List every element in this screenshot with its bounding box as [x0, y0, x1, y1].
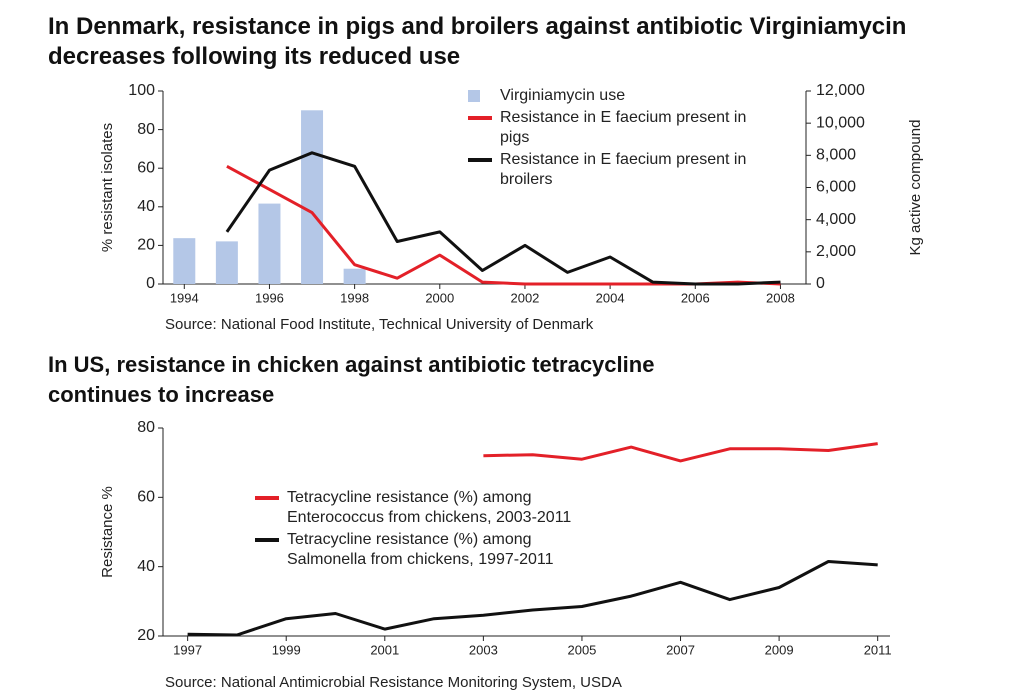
y-axis-label: % resistant isolates	[99, 123, 116, 252]
y2-tick-label: 2,000	[816, 243, 856, 260]
legend-label: Tetracycline resistance (%) among Salmon…	[287, 531, 554, 568]
y-tick-label: 60	[137, 159, 155, 176]
legend-item: Tetracycline resistance (%) among Entero…	[255, 488, 595, 528]
x-tick-label: 2000	[425, 290, 454, 305]
legend-swatch	[255, 538, 279, 542]
x-tick-label: 2011	[864, 642, 892, 657]
legend-swatch	[255, 496, 279, 500]
legend-item: Virginiamycin use	[468, 86, 748, 106]
y-tick-label: 80	[137, 121, 155, 138]
x-tick-label: 1999	[272, 642, 301, 657]
line	[225, 151, 781, 286]
legend-label: Resistance in E faecium present in broil…	[500, 151, 747, 188]
y2-tick-label: 4,000	[816, 211, 856, 228]
line	[187, 560, 878, 637]
x-tick-label: 2004	[596, 290, 625, 305]
legend-label: Tetracycline resistance (%) among Entero…	[287, 489, 572, 526]
bar	[173, 238, 196, 284]
legend-label: Resistance in E faecium present in pigs	[500, 109, 747, 146]
chart-title: In Denmark, resistance in pigs and broil…	[48, 13, 907, 70]
legend-swatch	[468, 116, 492, 120]
y2-tick-label: 6,000	[816, 179, 856, 196]
source: Source: National Antimicrobial Resistanc…	[165, 674, 622, 691]
y-tick-label: 0	[146, 275, 155, 292]
line	[483, 442, 878, 463]
legend-item: Resistance in E faecium present in broil…	[468, 150, 748, 190]
y-tick-label: 80	[137, 419, 155, 436]
legend-item: Resistance in E faecium present in pigs	[468, 108, 748, 148]
y2-tick-label: 0	[816, 275, 825, 292]
x-tick-label: 2006	[681, 290, 710, 305]
y-axis-label: Resistance %	[99, 486, 116, 578]
source: Source: National Food Institute, Technic…	[165, 316, 594, 333]
y-tick-label: 100	[128, 82, 155, 99]
bar	[215, 241, 238, 284]
y-tick-label: 40	[137, 558, 155, 575]
bar	[258, 203, 281, 284]
legend: Tetracycline resistance (%) among Entero…	[255, 488, 595, 572]
legend-item: Tetracycline resistance (%) among Salmon…	[255, 530, 595, 570]
y-tick-label: 40	[137, 198, 155, 215]
x-tick-label: 1998	[340, 290, 369, 305]
y2-tick-label: 8,000	[816, 147, 856, 164]
y-tick-label: 20	[137, 627, 155, 644]
x-tick-label: 1994	[170, 290, 199, 305]
x-tick-label: 1997	[173, 642, 202, 657]
legend: Virginiamycin use Resistance in E faecium…	[468, 86, 748, 192]
x-tick-label: 2001	[370, 642, 399, 657]
y-tick-label: 60	[137, 489, 155, 506]
x-tick-label: 2007	[666, 642, 695, 657]
x-tick-label: 2009	[765, 642, 794, 657]
bar	[301, 110, 324, 284]
y-tick-label: 20	[137, 237, 155, 254]
x-tick-label: 2003	[469, 642, 498, 657]
x-tick-label: 2002	[510, 290, 539, 305]
x-tick-label: 2005	[567, 642, 596, 657]
y2-axis-label: Kg active compound	[907, 120, 924, 256]
legend-label: Virginiamycin use	[500, 87, 626, 104]
chart-title: In US, resistance in chicken against ant…	[48, 352, 655, 407]
x-tick-label: 1996	[255, 290, 284, 305]
legend-swatch	[468, 90, 480, 102]
y2-tick-label: 12,000	[816, 82, 865, 99]
x-tick-label: 2008	[766, 290, 795, 305]
bar	[343, 268, 366, 284]
legend-swatch	[468, 158, 492, 162]
y2-tick-label: 10,000	[816, 114, 865, 131]
